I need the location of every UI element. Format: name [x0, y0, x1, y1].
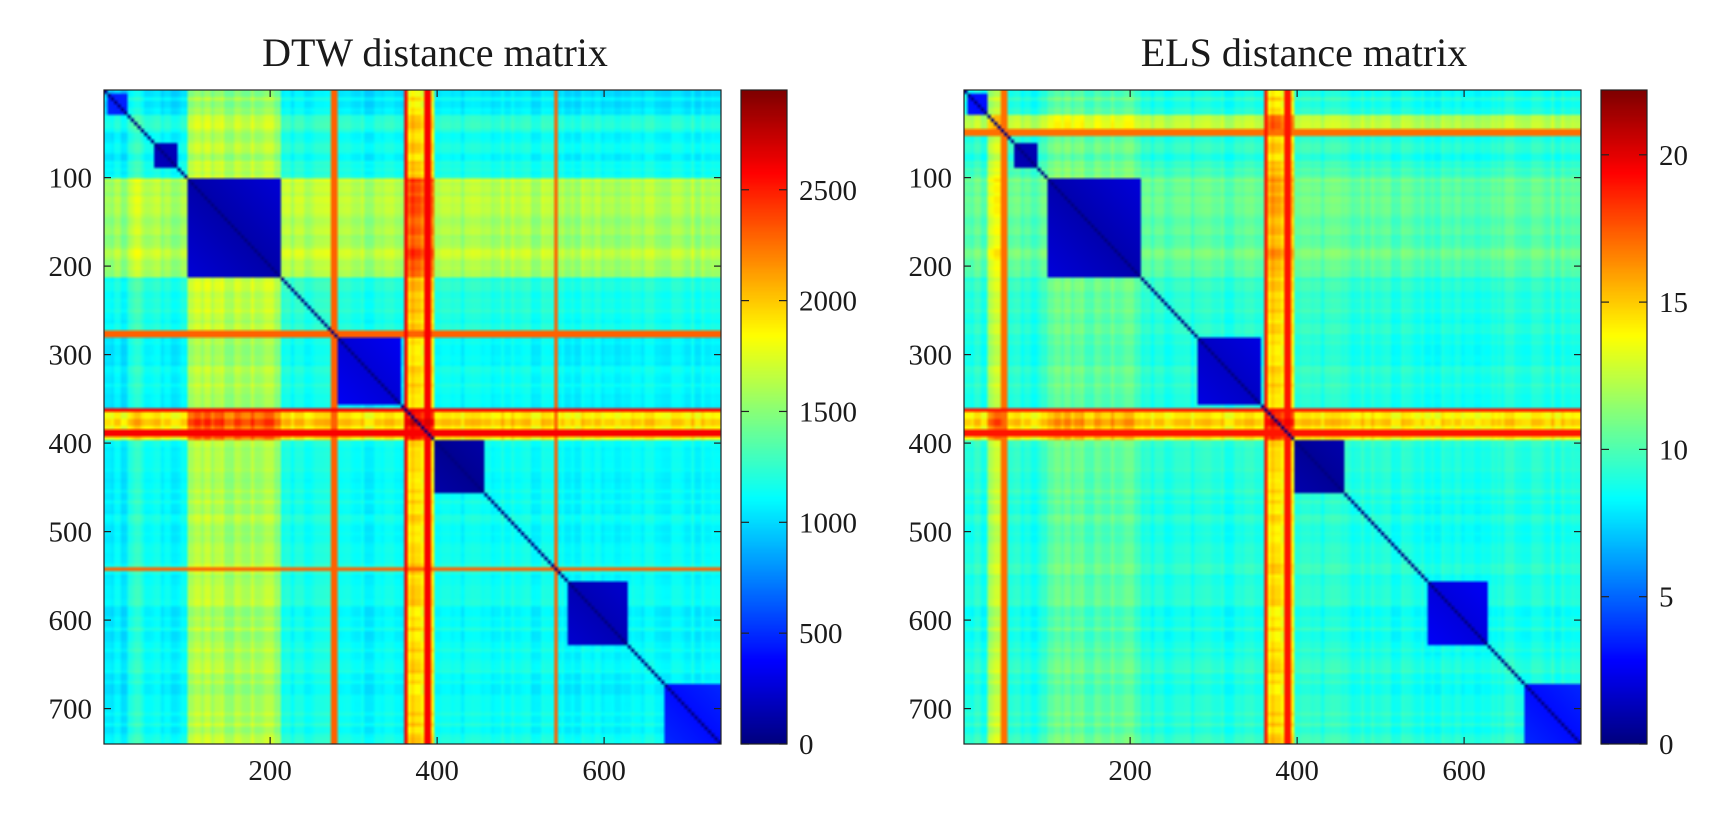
dtw-y-tick-label: 300 — [49, 340, 93, 372]
dtw-y-tick-label: 100 — [49, 163, 93, 195]
els-colorbar-tick-label: 0 — [1659, 729, 1674, 761]
dtw-colorbar-tick-label: 1500 — [799, 396, 857, 428]
els-chart-title: ELS distance matrix — [1141, 30, 1468, 75]
els-y-tick-label: 300 — [909, 340, 953, 372]
els-colorbar-tick-label: 5 — [1659, 582, 1674, 614]
dtw-colorbar-tick-label: 500 — [799, 618, 843, 650]
dtw-colorbar-tick-label: 2000 — [799, 286, 857, 318]
dtw-colorbar-ticks: 0 500 1000 1500 2000 2500 — [741, 175, 857, 761]
els-y-tick-label: 100 — [909, 163, 953, 195]
dtw-colorbar — [741, 90, 787, 744]
els-y-tick-label: 600 — [909, 605, 953, 637]
els-colorbar-ticks: 0 5 10 15 20 — [1601, 140, 1688, 761]
dtw-colorbar-box — [740, 89, 788, 745]
dtw-axes-box — [103, 89, 722, 745]
els-y-tick-label: 400 — [909, 428, 953, 460]
els-colorbar-tick-label: 15 — [1659, 287, 1688, 319]
els-colorbar — [1601, 90, 1647, 744]
dtw-colorbar-tick-label: 1000 — [799, 507, 857, 539]
dtw-chart-title: DTW distance matrix — [262, 30, 608, 75]
els-ticks: 200 400 600 100 200 300 400 500 600 700 — [909, 90, 1581, 787]
els-axes-box — [963, 89, 1582, 745]
dtw-colorbar-tick-label: 2500 — [799, 175, 857, 207]
dtw-x-tick-label: 600 — [582, 755, 626, 787]
els-colorbar-tick-label: 20 — [1659, 140, 1688, 172]
els-x-tick-label: 200 — [1108, 755, 1152, 787]
dtw-colorbar-tick-label: 0 — [799, 729, 814, 761]
dtw-panel: DTW distance matrix 200 400 600 100 200 300 40… — [49, 30, 858, 787]
dtw-y-tick-label: 200 — [49, 251, 93, 283]
dtw-y-tick-label: 400 — [49, 428, 93, 460]
dtw-y-tick-label: 500 — [49, 517, 93, 549]
dtw-y-tick-label: 600 — [49, 605, 93, 637]
els-x-tick-label: 600 — [1442, 755, 1486, 787]
els-colorbar-tick-label: 10 — [1659, 434, 1688, 466]
dtw-x-tick-label: 400 — [415, 755, 459, 787]
dtw-y-tick-label: 700 — [49, 694, 93, 726]
dtw-ticks: 200 400 600 100 200 300 400 500 600 700 — [49, 90, 721, 787]
els-y-tick-label: 700 — [909, 694, 953, 726]
els-colorbar-box — [1600, 89, 1648, 745]
els-panel: ELS distance matrix 200 400 60010020030040… — [909, 30, 1689, 787]
els-y-tick-label: 200 — [909, 251, 953, 283]
els-x-tick-label: 400 — [1275, 755, 1319, 787]
els-y-tick-label: 500 — [909, 517, 953, 549]
dtw-x-tick-label: 200 — [248, 755, 292, 787]
els-heatmap — [964, 90, 1581, 744]
dtw-heatmap — [104, 90, 721, 744]
